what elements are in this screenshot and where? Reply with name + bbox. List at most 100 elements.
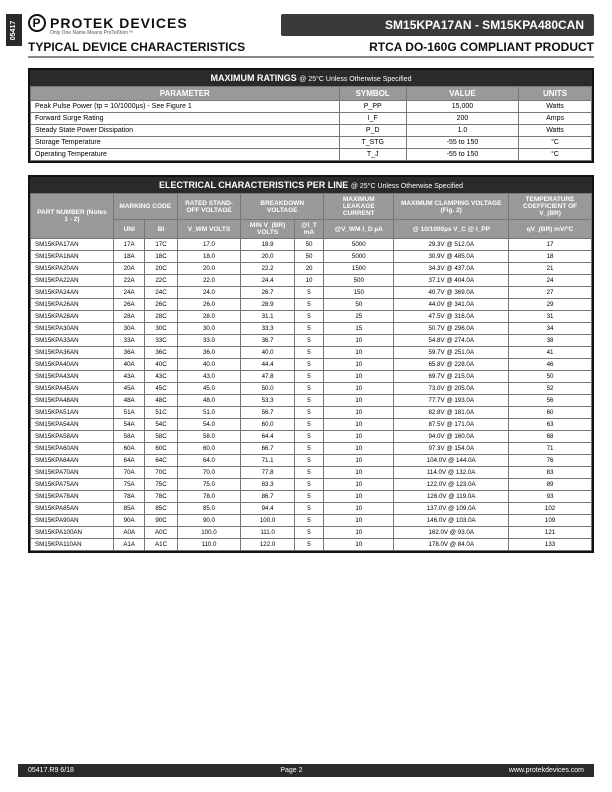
cell-uni: 20A bbox=[113, 263, 145, 275]
cell-symbol: P_D bbox=[339, 125, 406, 137]
logo-icon: P bbox=[28, 14, 46, 32]
cell-units: Amps bbox=[519, 113, 592, 125]
cell-pn: SM15KPA85AN bbox=[31, 503, 114, 515]
col-parameter: PARAMETER bbox=[31, 87, 340, 101]
cell-uni: 58A bbox=[113, 431, 145, 443]
cell-value: -55 to 150 bbox=[406, 149, 518, 161]
cell-pn: SM15KPA22AN bbox=[31, 275, 114, 287]
cell-vwm: 30.0 bbox=[177, 323, 241, 335]
cell-clamp: 178.0V @ 84.0A bbox=[394, 539, 509, 551]
cell-uni: 18A bbox=[113, 251, 145, 263]
cell-clamp: 126.0V @ 119.0A bbox=[394, 491, 509, 503]
table-row: SM15KPA110ANA1AA1C110.0122.0510178.0V @ … bbox=[31, 539, 592, 551]
cell-min: 66.7 bbox=[241, 443, 294, 455]
cell-vwm: 18.0 bbox=[177, 251, 241, 263]
cell-min: 111.0 bbox=[241, 527, 294, 539]
cell-vwm: 26.0 bbox=[177, 299, 241, 311]
table-row: SM15KPA100ANA0AA0C100.0111.0510162.0V @ … bbox=[31, 527, 592, 539]
cell-qv: 41 bbox=[509, 347, 592, 359]
cell-clamp: 30.9V @ 485.0A bbox=[394, 251, 509, 263]
cell-clamp: 97.3V @ 154.0A bbox=[394, 443, 509, 455]
cell-qv: 71 bbox=[509, 443, 592, 455]
cell-id: 10 bbox=[324, 395, 394, 407]
cell-uni: 60A bbox=[113, 443, 145, 455]
cell-qv: 109 bbox=[509, 515, 592, 527]
footer: 05417.R9 6/18 Page 2 www.protekdevices.c… bbox=[18, 764, 594, 777]
cell-pn: SM15KPA28AN bbox=[31, 311, 114, 323]
cell-bi: 54C bbox=[145, 419, 177, 431]
cell-uni: 51A bbox=[113, 407, 145, 419]
cell-it: 5 bbox=[294, 299, 323, 311]
cell-min: 53.3 bbox=[241, 395, 294, 407]
cell-min: 47.8 bbox=[241, 371, 294, 383]
cell-qv: 27 bbox=[509, 287, 592, 299]
th-breakdown: BREAKDOWN VOLTAGE bbox=[241, 194, 324, 220]
th-it: @I_T mA bbox=[294, 220, 323, 239]
cell-value: -55 to 150 bbox=[406, 137, 518, 149]
cell-min: 77.8 bbox=[241, 467, 294, 479]
cell-clamp: 50.7V @ 296.0A bbox=[394, 323, 509, 335]
cell-qv: 52 bbox=[509, 383, 592, 395]
cell-bi: 40C bbox=[145, 359, 177, 371]
cell-symbol: T_STG bbox=[339, 137, 406, 149]
cell-it: 5 bbox=[294, 383, 323, 395]
cell-clamp: 73.0V @ 205.0A bbox=[394, 383, 509, 395]
cell-vwm: 17.0 bbox=[177, 239, 241, 251]
cell-it: 5 bbox=[294, 443, 323, 455]
table-row: SM15KPA48AN48A48C48.053.351077.7V @ 193.… bbox=[31, 395, 592, 407]
cell-id: 10 bbox=[324, 383, 394, 395]
cell-bi: 24C bbox=[145, 287, 177, 299]
side-tab-text: 05417 bbox=[11, 20, 18, 39]
max-ratings-title-note: @ 25°C Unless Otherwise Specified bbox=[299, 76, 411, 83]
cell-min: 64.4 bbox=[241, 431, 294, 443]
cell-id: 50 bbox=[324, 299, 394, 311]
max-ratings-title: MAXIMUM RATINGS @ 25°C Unless Otherwise … bbox=[30, 70, 592, 86]
cell-uni: 30A bbox=[113, 323, 145, 335]
cell-min: 24.4 bbox=[241, 275, 294, 287]
cell-it: 5 bbox=[294, 395, 323, 407]
col-symbol: SYMBOL bbox=[339, 87, 406, 101]
cell-pn: SM15KPA43AN bbox=[31, 371, 114, 383]
logo-box: P PROTEK DEVICES Only One Name Means Pro… bbox=[28, 14, 273, 36]
cell-min: 56.7 bbox=[241, 407, 294, 419]
table-row: SM15KPA17AN17A17C17.018.950500029.3V @ 5… bbox=[31, 239, 592, 251]
cell-uni: 22A bbox=[113, 275, 145, 287]
cell-bi: 18C bbox=[145, 251, 177, 263]
cell-bi: 43C bbox=[145, 371, 177, 383]
cell-bi: 75C bbox=[145, 479, 177, 491]
table-row: SM15KPA36AN36A36C36.040.051059.7V @ 251.… bbox=[31, 347, 592, 359]
header-row: P PROTEK DEVICES Only One Name Means Pro… bbox=[28, 14, 594, 36]
cell-pn: SM15KPA75AN bbox=[31, 479, 114, 491]
table-row: SM15KPA24AN24A24C24.026.7515040.7V @ 369… bbox=[31, 287, 592, 299]
elec-grid: PART NUMBER (Notes 1 - 2) MARKING CODE R… bbox=[30, 193, 592, 551]
cell-min: 71.1 bbox=[241, 455, 294, 467]
cell-id: 10 bbox=[324, 371, 394, 383]
cell-qv: 34 bbox=[509, 323, 592, 335]
max-ratings-table: MAXIMUM RATINGS @ 25°C Unless Otherwise … bbox=[28, 68, 594, 163]
cell-clamp: 65.8V @ 228.0A bbox=[394, 359, 509, 371]
cell-qv: 50 bbox=[509, 371, 592, 383]
elec-table: ELECTRICAL CHARACTERISTICS PER LINE @ 25… bbox=[28, 175, 594, 553]
cell-vwm: 100.0 bbox=[177, 527, 241, 539]
cell-uni: 48A bbox=[113, 395, 145, 407]
cell-vwm: 58.0 bbox=[177, 431, 241, 443]
subhead-right: RTCA DO-160G COMPLIANT PRODUCT bbox=[369, 40, 594, 54]
cell-clamp: 82.8V @ 181.0A bbox=[394, 407, 509, 419]
cell-bi: 58C bbox=[145, 431, 177, 443]
cell-qv: 83 bbox=[509, 467, 592, 479]
cell-vwm: 43.0 bbox=[177, 371, 241, 383]
cell-it: 5 bbox=[294, 431, 323, 443]
cell-pn: SM15KPA20AN bbox=[31, 263, 114, 275]
cell-it: 10 bbox=[294, 275, 323, 287]
cell-pn: SM15KPA78AN bbox=[31, 491, 114, 503]
col-units: UNITS bbox=[519, 87, 592, 101]
cell-param: Storage Temperature bbox=[31, 137, 340, 149]
cell-id: 10 bbox=[324, 359, 394, 371]
table-row: SM15KPA43AN43A43C43.047.851069.7V @ 215.… bbox=[31, 371, 592, 383]
cell-uni: 43A bbox=[113, 371, 145, 383]
cell-clamp: 40.7V @ 369.0A bbox=[394, 287, 509, 299]
cell-vwm: 75.0 bbox=[177, 479, 241, 491]
cell-clamp: 104.0V @ 144.0A bbox=[394, 455, 509, 467]
th-uni: UNI bbox=[113, 220, 145, 239]
cell-units: Watts bbox=[519, 101, 592, 113]
